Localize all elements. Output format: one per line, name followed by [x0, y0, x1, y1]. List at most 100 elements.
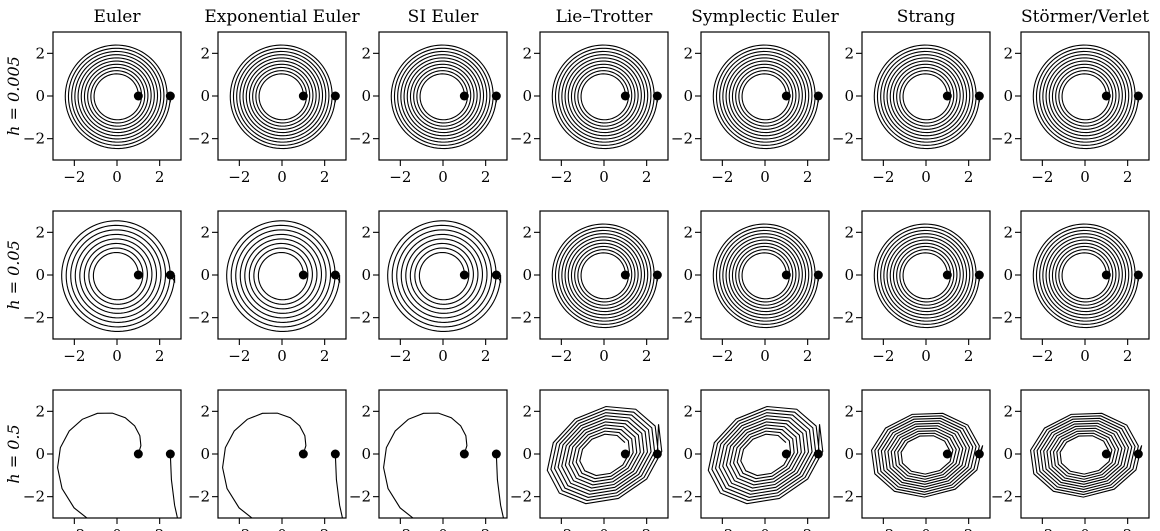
start-marker	[165, 449, 175, 459]
y-tick-label: −2	[991, 130, 1013, 148]
start-marker	[298, 91, 308, 101]
x-tick-label: 2	[803, 526, 813, 531]
y-tick-label: 2	[1003, 44, 1013, 62]
start-marker	[459, 270, 469, 280]
y-tick-label: −2	[188, 130, 210, 148]
panel: −2 0 2 −2 0 2	[510, 210, 669, 365]
start-marker	[620, 449, 630, 459]
column-title: Symplectic Euler	[691, 7, 839, 27]
start-marker	[942, 449, 952, 459]
trajectory-line	[387, 220, 502, 333]
column-title: Störmer/Verlet	[1021, 7, 1149, 27]
y-tick-label: 0	[522, 87, 532, 105]
x-tick-label: 0	[438, 347, 448, 365]
y-tick-label: 0	[683, 445, 693, 463]
start-marker	[491, 449, 501, 459]
y-tick-label: 0	[844, 266, 854, 284]
start-marker	[974, 270, 984, 280]
x-tick-label: −2	[711, 526, 733, 531]
y-tick-label: −2	[23, 488, 45, 506]
x-tick-label: −2	[550, 168, 572, 186]
x-tick-label: −2	[872, 168, 894, 186]
x-tick-label: 2	[642, 526, 652, 531]
x-tick-label: 0	[599, 168, 609, 186]
x-tick-label: 0	[438, 526, 448, 531]
y-tick-label: 2	[35, 223, 45, 241]
trajectory-line	[712, 223, 819, 329]
y-tick-label: 2	[200, 402, 210, 420]
x-tick-label: −2	[389, 347, 411, 365]
y-tick-label: −2	[671, 309, 693, 327]
column-title: Euler	[94, 7, 142, 27]
x-tick-label: 2	[320, 526, 330, 531]
row-label: h = 0.5	[4, 424, 23, 483]
start-marker	[781, 449, 791, 459]
start-marker	[1133, 91, 1143, 101]
x-tick-label: 2	[964, 168, 974, 186]
start-marker	[133, 449, 143, 459]
panel: −2 0 2 −2 0 2	[23, 210, 182, 365]
x-tick-label: −2	[389, 526, 411, 531]
trajectory-line	[57, 412, 142, 518]
start-marker	[813, 91, 823, 101]
start-marker	[1133, 449, 1143, 459]
y-tick-label: 2	[844, 402, 854, 420]
start-marker	[781, 270, 791, 280]
x-tick-label: 0	[599, 347, 609, 365]
start-marker	[330, 270, 340, 280]
y-tick-label: −2	[832, 130, 854, 148]
x-tick-label: −2	[228, 168, 250, 186]
start-marker	[974, 91, 984, 101]
y-tick-label: −2	[349, 130, 371, 148]
panel: −2 0 2 −2 0 2	[23, 31, 182, 186]
trajectory-line	[229, 44, 336, 150]
y-tick-label: 0	[1003, 266, 1013, 284]
column-title: SI Euler	[408, 7, 480, 27]
x-tick-label: 0	[277, 526, 287, 531]
x-tick-label: 0	[599, 526, 609, 531]
trajectory-line	[551, 44, 658, 150]
start-marker	[330, 91, 340, 101]
trajectory-line	[64, 44, 171, 150]
y-tick-label: −2	[23, 309, 45, 327]
trajectory-line	[870, 412, 984, 498]
x-tick-label: 0	[760, 526, 770, 531]
trajectory-line	[390, 44, 497, 150]
x-tick-label: −2	[1031, 526, 1053, 531]
y-tick-label: 2	[844, 223, 854, 241]
axes-frame	[539, 389, 669, 519]
x-tick-label: 0	[921, 526, 931, 531]
column-title: Strang	[897, 7, 956, 27]
y-tick-label: −2	[671, 130, 693, 148]
start-marker	[620, 91, 630, 101]
start-marker	[298, 449, 308, 459]
trajectory-line	[551, 223, 658, 329]
trajectory-line	[61, 220, 176, 333]
y-tick-label: 0	[35, 445, 45, 463]
start-marker	[1101, 449, 1111, 459]
axes-frame	[52, 389, 182, 519]
y-tick-label: 2	[522, 44, 532, 62]
y-tick-label: −2	[991, 309, 1013, 327]
start-marker	[298, 270, 308, 280]
trajectory-line	[334, 453, 344, 518]
start-marker	[813, 449, 823, 459]
trajectory-line	[873, 44, 980, 150]
x-tick-label: 2	[481, 168, 491, 186]
x-tick-label: −2	[711, 347, 733, 365]
x-tick-label: −2	[872, 526, 894, 531]
x-tick-label: 2	[642, 347, 652, 365]
y-tick-label: 0	[844, 87, 854, 105]
trajectory-line	[1032, 223, 1139, 329]
start-marker	[974, 449, 984, 459]
x-tick-label: −2	[228, 347, 250, 365]
x-tick-label: 0	[1080, 526, 1090, 531]
x-tick-label: −2	[711, 168, 733, 186]
y-tick-label: 0	[200, 266, 210, 284]
x-tick-label: 2	[481, 347, 491, 365]
panel: −2 0 2 −2 0 2	[188, 210, 347, 365]
panel: −2 0 2 −2 0 2	[510, 31, 669, 186]
trajectory-line	[712, 44, 819, 150]
x-tick-label: 2	[642, 168, 652, 186]
